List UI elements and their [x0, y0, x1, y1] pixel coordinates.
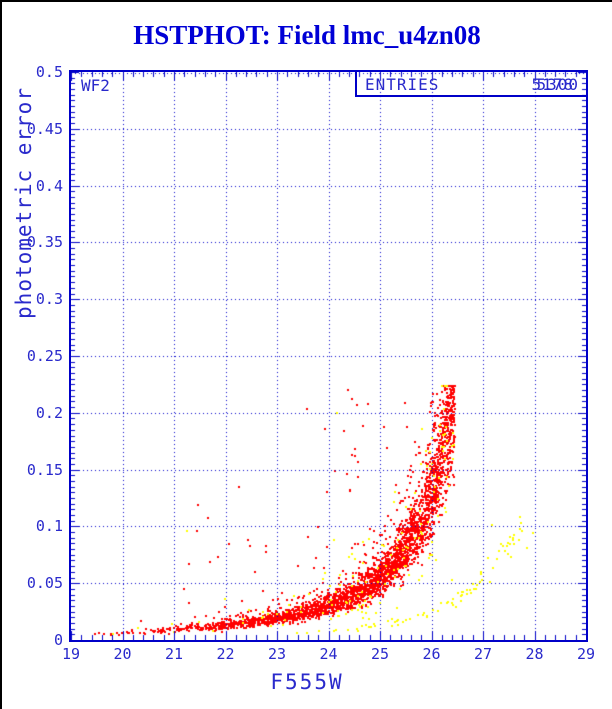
page-title: HSTPHOT: Field lmc_u4zn08	[133, 20, 481, 50]
x-tick-label-19: 19	[61, 645, 81, 663]
x-axis-title: F555W	[270, 670, 344, 694]
entries-label: ENTRIES	[365, 75, 440, 94]
x-tick-label-26: 26	[422, 645, 441, 663]
x-tick-label-27: 27	[473, 645, 493, 663]
x-tick-label-20: 20	[113, 645, 132, 663]
entries-box: ENTRIES 5300 5178	[355, 70, 588, 97]
x-tick-label-23: 23	[267, 645, 287, 663]
plot-frame: WF2 ENTRIES 5300 5178	[69, 70, 588, 642]
x-tick-label-28: 28	[525, 645, 544, 663]
chip-label: WF2	[81, 76, 110, 95]
y-tick-label-0.15: 0.15	[26, 460, 63, 479]
y-tick-label-0.5: 0.5	[35, 63, 63, 81]
y-tick-label-0.25: 0.25	[26, 347, 63, 365]
y-tick-label-0.2: 0.2	[35, 403, 63, 422]
entries-value-1: 5300	[536, 75, 579, 94]
x-tick-label-29: 29	[576, 645, 596, 663]
entries-value-2: 5178	[531, 75, 574, 94]
y-tick-label-0.3: 0.3	[35, 290, 63, 309]
x-tick-label-24: 24	[319, 645, 338, 663]
y-tick-label-0.1: 0.1	[35, 517, 63, 536]
y-tick-label-0.4: 0.4	[35, 176, 63, 195]
y-tick-label-0: 0	[53, 631, 63, 649]
x-tick-label-22: 22	[216, 645, 235, 663]
scatter-canvas	[71, 72, 586, 640]
x-tick-label-25: 25	[370, 645, 390, 663]
y-tick-label-0.45: 0.45	[26, 119, 63, 138]
y-tick-label-0.05: 0.05	[26, 574, 63, 593]
y-tick-label-0.35: 0.35	[26, 233, 63, 252]
x-tick-label-21: 21	[164, 645, 184, 663]
